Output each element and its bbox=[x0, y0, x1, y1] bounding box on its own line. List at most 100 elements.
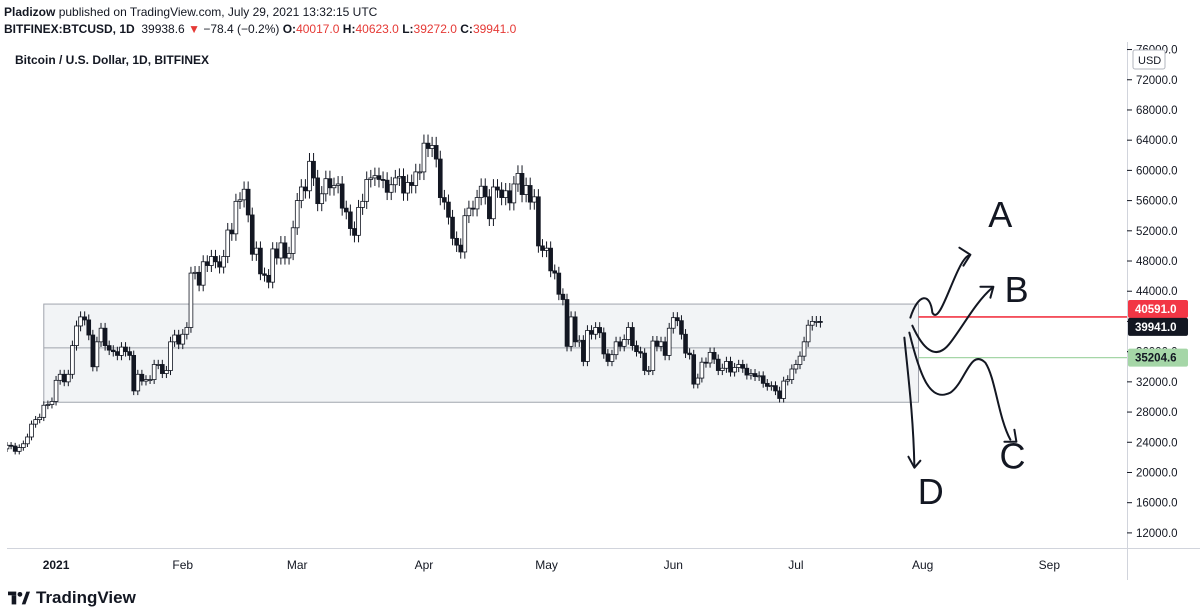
candle-body bbox=[98, 327, 104, 343]
candle-body bbox=[352, 228, 357, 236]
tradingview-logo[interactable]: TradingView bbox=[8, 588, 136, 608]
time-tick-label: Mar bbox=[287, 558, 308, 572]
publisher-name[interactable]: Pladizow bbox=[4, 5, 56, 19]
price-chart[interactable]: Bitcoin / U.S. Dollar, 1D, BITFINEX76000… bbox=[4, 42, 1200, 580]
candle-body bbox=[380, 179, 386, 181]
candle-body bbox=[405, 182, 410, 194]
candle-body bbox=[82, 316, 87, 321]
price-tick-label: 52000.0 bbox=[1136, 226, 1178, 238]
candle-body bbox=[323, 178, 329, 195]
candle-body bbox=[724, 361, 729, 369]
candle-body bbox=[70, 345, 75, 375]
scenario-label-b: B bbox=[1005, 269, 1029, 310]
candle-body bbox=[446, 201, 451, 218]
candle-body bbox=[540, 245, 545, 251]
candle-body bbox=[57, 373, 63, 381]
candle-body bbox=[376, 175, 382, 180]
low-value: 39272.0 bbox=[413, 22, 457, 36]
close-value: 39941.0 bbox=[472, 22, 517, 36]
candle-body bbox=[499, 189, 504, 198]
candle-body bbox=[707, 351, 713, 364]
candle-body bbox=[474, 197, 480, 210]
candle-body bbox=[372, 175, 378, 179]
candle-body bbox=[90, 334, 96, 368]
candle-body bbox=[437, 158, 443, 198]
candle-body bbox=[809, 321, 815, 326]
candle-body bbox=[482, 185, 488, 198]
candle-body bbox=[66, 373, 71, 383]
candle-body bbox=[110, 349, 116, 353]
candle-body bbox=[756, 375, 762, 378]
candle-body bbox=[638, 351, 643, 354]
candle-body bbox=[319, 193, 325, 205]
time-tick-label: Jul bbox=[788, 558, 803, 572]
time-tick-label: Apr bbox=[415, 558, 434, 572]
candle-body bbox=[233, 200, 239, 235]
candle-body bbox=[229, 229, 235, 235]
candle-body bbox=[200, 261, 206, 286]
candle-body bbox=[123, 346, 128, 353]
candle-body bbox=[715, 358, 721, 371]
candle-body bbox=[720, 367, 725, 371]
candle-body bbox=[691, 354, 697, 385]
price-tick-label: 48000.0 bbox=[1136, 256, 1178, 268]
candle-body bbox=[217, 261, 222, 268]
candle-body bbox=[654, 340, 660, 347]
candle-body bbox=[53, 379, 59, 402]
candle-body bbox=[491, 186, 496, 220]
high-label: H: bbox=[342, 22, 356, 36]
candle-body bbox=[527, 185, 533, 203]
candle-body bbox=[249, 214, 255, 255]
candle-body bbox=[679, 320, 684, 335]
candle-body bbox=[286, 253, 292, 259]
candle-body bbox=[536, 196, 541, 247]
candle-body bbox=[760, 375, 766, 384]
candle-body bbox=[45, 404, 51, 406]
candle-body bbox=[548, 247, 553, 272]
candle-body bbox=[433, 145, 439, 160]
candle-body bbox=[209, 256, 214, 266]
candle-body bbox=[732, 367, 737, 373]
candle-body bbox=[797, 355, 803, 365]
scenario-a-path bbox=[909, 254, 970, 319]
candle-body bbox=[630, 327, 635, 347]
candle-body bbox=[695, 377, 701, 385]
candle-body bbox=[646, 370, 652, 372]
candle-body bbox=[139, 373, 145, 382]
price-tick-label: 64000.0 bbox=[1136, 135, 1178, 147]
published-text: published on TradingView.com, July 29, 2… bbox=[58, 5, 378, 19]
time-tick-label: Feb bbox=[172, 558, 193, 572]
candle-body bbox=[168, 341, 173, 371]
candle-body bbox=[466, 207, 472, 217]
candle-body bbox=[642, 352, 647, 371]
candle-body bbox=[785, 379, 791, 382]
scenario-label-a: A bbox=[988, 194, 1012, 235]
scenario-c-arrowhead bbox=[1003, 428, 1018, 443]
time-tick-label: Jun bbox=[664, 558, 683, 572]
candle-body bbox=[560, 293, 566, 300]
candle-body bbox=[192, 271, 198, 274]
candle-body bbox=[740, 364, 746, 369]
candle-body bbox=[777, 390, 782, 399]
candle-body bbox=[585, 330, 590, 362]
time-tick-label: Aug bbox=[912, 558, 933, 572]
candle-body bbox=[102, 327, 108, 347]
candle-body bbox=[21, 443, 26, 448]
price-tick-label: 24000.0 bbox=[1136, 437, 1178, 449]
candle-body bbox=[221, 256, 226, 268]
candle-body bbox=[29, 423, 34, 438]
candle-body bbox=[160, 364, 165, 374]
candle-body bbox=[368, 177, 374, 180]
chart-area[interactable]: Bitcoin / U.S. Dollar, 1D, BITFINEX76000… bbox=[4, 42, 1200, 580]
level-label: 39941.0 bbox=[1135, 322, 1177, 334]
candle-body bbox=[106, 345, 112, 351]
candle-body bbox=[258, 247, 263, 275]
candle-body bbox=[605, 353, 611, 362]
candle-body bbox=[814, 321, 819, 323]
candle-body bbox=[462, 215, 468, 253]
price-tick-label: 16000.0 bbox=[1136, 498, 1178, 510]
tradingview-logo-text: TradingView bbox=[36, 588, 136, 607]
candle-body bbox=[143, 379, 149, 382]
candle-body bbox=[254, 247, 259, 255]
candle-body bbox=[151, 364, 157, 380]
